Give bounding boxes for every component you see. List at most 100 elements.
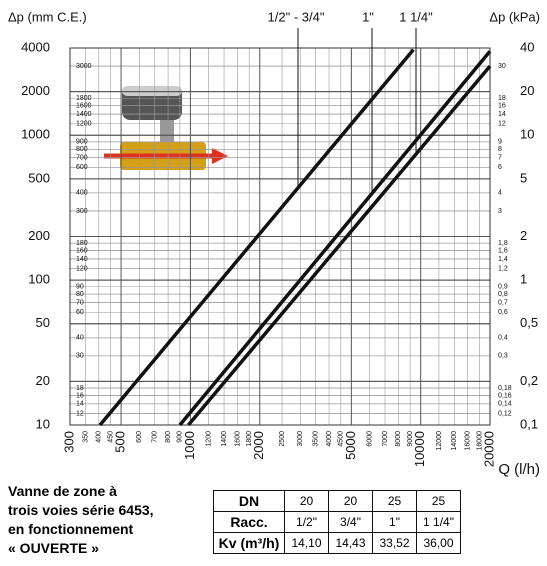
x-tick-label: 1000	[182, 431, 197, 460]
y2-tick-label: 0,1	[520, 416, 538, 431]
y2-minor-label: 0,3	[498, 353, 508, 360]
x-tick-label: 500	[113, 431, 128, 453]
y-minor-label: 60	[76, 309, 84, 316]
y2-minor-label: 0,12	[498, 410, 512, 417]
x-minor-label: 14000	[451, 431, 458, 451]
y-minor-label: 30	[76, 353, 84, 360]
y2-minor-label: 16	[498, 102, 506, 109]
table-cell: 25	[373, 491, 417, 512]
table-cell: 1"	[373, 512, 417, 533]
y-minor-label: 14	[76, 401, 84, 408]
x-minor-label: 800	[165, 431, 172, 443]
y-tick-label: 10	[36, 416, 50, 431]
y-minor-label: 160	[76, 247, 88, 254]
root: 4000200010005002001005020103000180016001…	[0, 0, 547, 566]
y2-minor-label: 0,9	[498, 284, 508, 291]
y-tick-label: 500	[28, 170, 50, 185]
y2-minor-label: 14	[498, 111, 506, 118]
y2-minor-label: 0,18	[498, 385, 512, 392]
y2-minor-label: 0,4	[498, 335, 508, 342]
series-label: 1 1/4"	[399, 9, 433, 24]
y2-minor-label: 0,6	[498, 309, 508, 316]
desc-line: en fonctionnement	[8, 520, 154, 539]
table-cell: 20	[285, 491, 329, 512]
x-tick-label: 300	[61, 431, 76, 453]
chart: 4000200010005002001005020103000180016001…	[0, 0, 547, 480]
series-label: 1/2" - 3/4"	[268, 9, 325, 24]
y2-minor-label: 0,16	[498, 392, 512, 399]
y2-minor-label: 6	[498, 164, 502, 171]
x-minor-label: 2500	[279, 431, 286, 447]
x-minor-label: 4000	[326, 431, 333, 447]
table-cell: Racc.	[214, 512, 285, 533]
x-tick-label: 10000	[412, 431, 427, 467]
y-minor-label: 300	[76, 208, 88, 215]
y2-minor-label: 0,7	[498, 299, 508, 306]
y-tick-label: 20	[36, 373, 50, 388]
x-minor-label: 18000	[476, 431, 483, 451]
table-cell: 14,43	[329, 533, 373, 554]
table-cell: 1/2"	[285, 512, 329, 533]
actuator-top	[122, 86, 182, 96]
y2-tick-label: 2	[520, 228, 527, 243]
x-minor-label: 8000	[395, 431, 402, 447]
table-cell: 25	[417, 491, 461, 512]
y-minor-label: 40	[76, 335, 84, 342]
y2-minor-label: 1,4	[498, 256, 508, 263]
y2-minor-label: 12	[498, 121, 506, 128]
desc-line: « OUVERTE »	[8, 539, 154, 558]
y2-minor-label: 4	[498, 190, 502, 197]
table-cell: 14,10	[285, 533, 329, 554]
page: 4000200010005002001005020103000180016001…	[0, 0, 547, 566]
y-minor-label: 18	[76, 385, 84, 392]
table-row: Racc.1/2"3/4"1"1 1/4"	[214, 512, 461, 533]
y-minor-label: 1200	[76, 121, 92, 128]
y2-tick-label: 1	[520, 272, 527, 287]
y2-tick-label: 5	[520, 170, 527, 185]
y-tick-label: 50	[36, 315, 50, 330]
x-minor-label: 12000	[436, 431, 443, 451]
table-cell: 1 1/4"	[417, 512, 461, 533]
x-minor-label: 16000	[465, 431, 472, 451]
y-tick-label: 4000	[21, 39, 50, 54]
x-minor-label: 400	[96, 431, 103, 443]
y2-minor-label: 30	[498, 63, 506, 70]
series-label: 1"	[362, 9, 374, 24]
y2-minor-label: 7	[498, 155, 502, 162]
y2-axis-title: Δp (kPa)	[489, 9, 540, 24]
x-minor-label: 3000	[297, 431, 304, 447]
y-minor-label: 12	[76, 410, 84, 417]
y2-minor-label: 1,8	[498, 240, 508, 247]
x-tick-label: 2000	[251, 431, 266, 460]
y2-minor-label: 9	[498, 139, 502, 146]
y-tick-label: 200	[28, 228, 50, 243]
table-cell: 33,52	[373, 533, 417, 554]
valve-image	[96, 76, 236, 190]
y2-minor-label: 0,14	[498, 401, 512, 408]
y-minor-label: 80	[76, 291, 84, 298]
y-tick-label: 2000	[21, 83, 50, 98]
y2-tick-label: 40	[520, 39, 534, 54]
valve-stem	[160, 120, 174, 142]
x-minor-label: 9000	[407, 431, 414, 447]
x-tick-label: 5000	[343, 431, 358, 460]
y-minor-label: 120	[76, 265, 88, 272]
desc-line: Vanne de zone à	[8, 482, 154, 501]
y2-tick-label: 20	[520, 83, 534, 98]
y2-minor-label: 3	[498, 208, 502, 215]
x-tick-label: 20000	[481, 431, 496, 467]
desc-line: trois voies série 6453,	[8, 501, 154, 520]
x-minor-label: 7000	[382, 431, 389, 447]
y2-minor-label: 1,6	[498, 247, 508, 254]
y2-minor-label: 18	[498, 95, 506, 102]
y2-minor-label: 1,2	[498, 265, 508, 272]
y2-tick-label: 10	[520, 127, 534, 142]
y-minor-label: 1800	[76, 95, 92, 102]
x-minor-label: 1600	[234, 431, 241, 447]
x-minor-label: 350	[82, 431, 89, 443]
y-minor-label: 3000	[76, 63, 92, 70]
y-minor-label: 180	[76, 240, 88, 247]
y-minor-label: 1600	[76, 102, 92, 109]
